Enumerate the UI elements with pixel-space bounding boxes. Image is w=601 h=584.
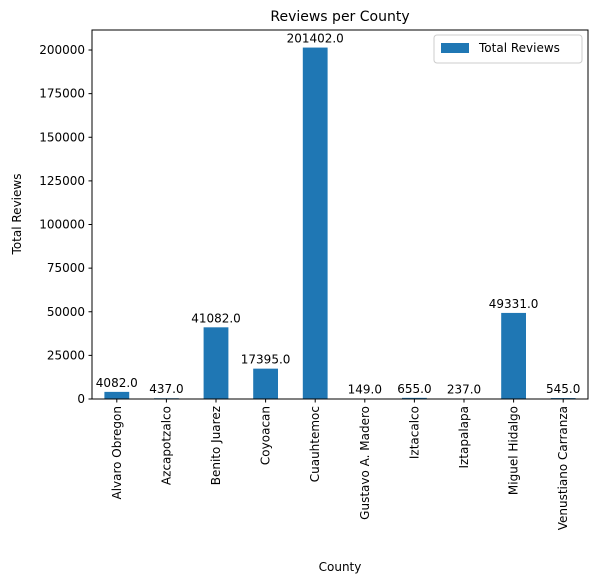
x-tick-label: Miguel Hidalgo xyxy=(507,406,521,495)
y-tick-label: 175000 xyxy=(39,87,85,101)
y-tick-label: 100000 xyxy=(39,218,85,232)
x-tick-label: Venustiano Carranza xyxy=(556,406,570,530)
x-tick-label: Gustavo A. Madero xyxy=(358,406,372,520)
bar-value-label: 4082.0 xyxy=(96,376,138,390)
bar xyxy=(501,312,526,399)
x-tick-label: Cuauhtemoc xyxy=(308,406,322,482)
x-tick-label: Alvaro Obregon xyxy=(110,406,124,500)
bar-value-label: 437.0 xyxy=(149,382,183,396)
x-axis-ticks: Alvaro Obregon Azcapotzalco Benito Juarez C… xyxy=(110,399,570,530)
chart-title: Reviews per County xyxy=(270,9,409,25)
y-axis-label: Total Reviews xyxy=(10,174,24,256)
legend-box xyxy=(433,34,583,64)
y-tick-label: 0 xyxy=(77,392,85,406)
bar-value-label: 545.0 xyxy=(546,382,580,396)
bar xyxy=(402,397,427,399)
bar-value-labels: 4082.0 437.0 41082.0 17395.0 201402.0 149.0 65… xyxy=(96,32,581,397)
bar-value-label: 41082.0 xyxy=(191,311,241,325)
x-axis-label: County xyxy=(319,560,362,574)
bar-value-label: 237.0 xyxy=(447,383,481,397)
bars xyxy=(104,47,576,400)
bar xyxy=(203,327,229,399)
bar-value-label: 201402.0 xyxy=(287,32,344,46)
y-tick-label: 25000 xyxy=(47,348,85,362)
x-tick-label: Coyoacan xyxy=(259,406,273,465)
y-axis-ticks: 0 25000 50000 75000 100000 125000 150000 175000… xyxy=(39,43,92,406)
bar xyxy=(253,368,278,399)
bar-value-label: 655.0 xyxy=(397,382,431,396)
y-tick-label: 50000 xyxy=(47,305,85,319)
y-tick-label: 75000 xyxy=(47,261,85,275)
y-tick-label: 200000 xyxy=(39,43,85,57)
bar xyxy=(104,391,130,399)
plot-frame xyxy=(91,29,589,400)
x-tick-label: Azcapotzalco xyxy=(159,406,173,485)
x-tick-label: Iztacalco xyxy=(407,406,421,459)
legend-label: Total Reviews xyxy=(478,41,560,55)
legend-swatch xyxy=(441,43,469,53)
bar-value-label: 149.0 xyxy=(348,383,382,397)
x-tick-label: Benito Juarez xyxy=(209,406,223,485)
legend: Total Reviews xyxy=(433,34,583,64)
bar-value-label: 17395.0 xyxy=(241,353,291,367)
bar xyxy=(302,47,328,400)
y-tick-label: 150000 xyxy=(39,130,85,144)
y-tick-label: 125000 xyxy=(39,174,85,188)
bar-value-label: 49331.0 xyxy=(489,297,539,311)
x-tick-label: Iztapalapa xyxy=(457,406,471,469)
